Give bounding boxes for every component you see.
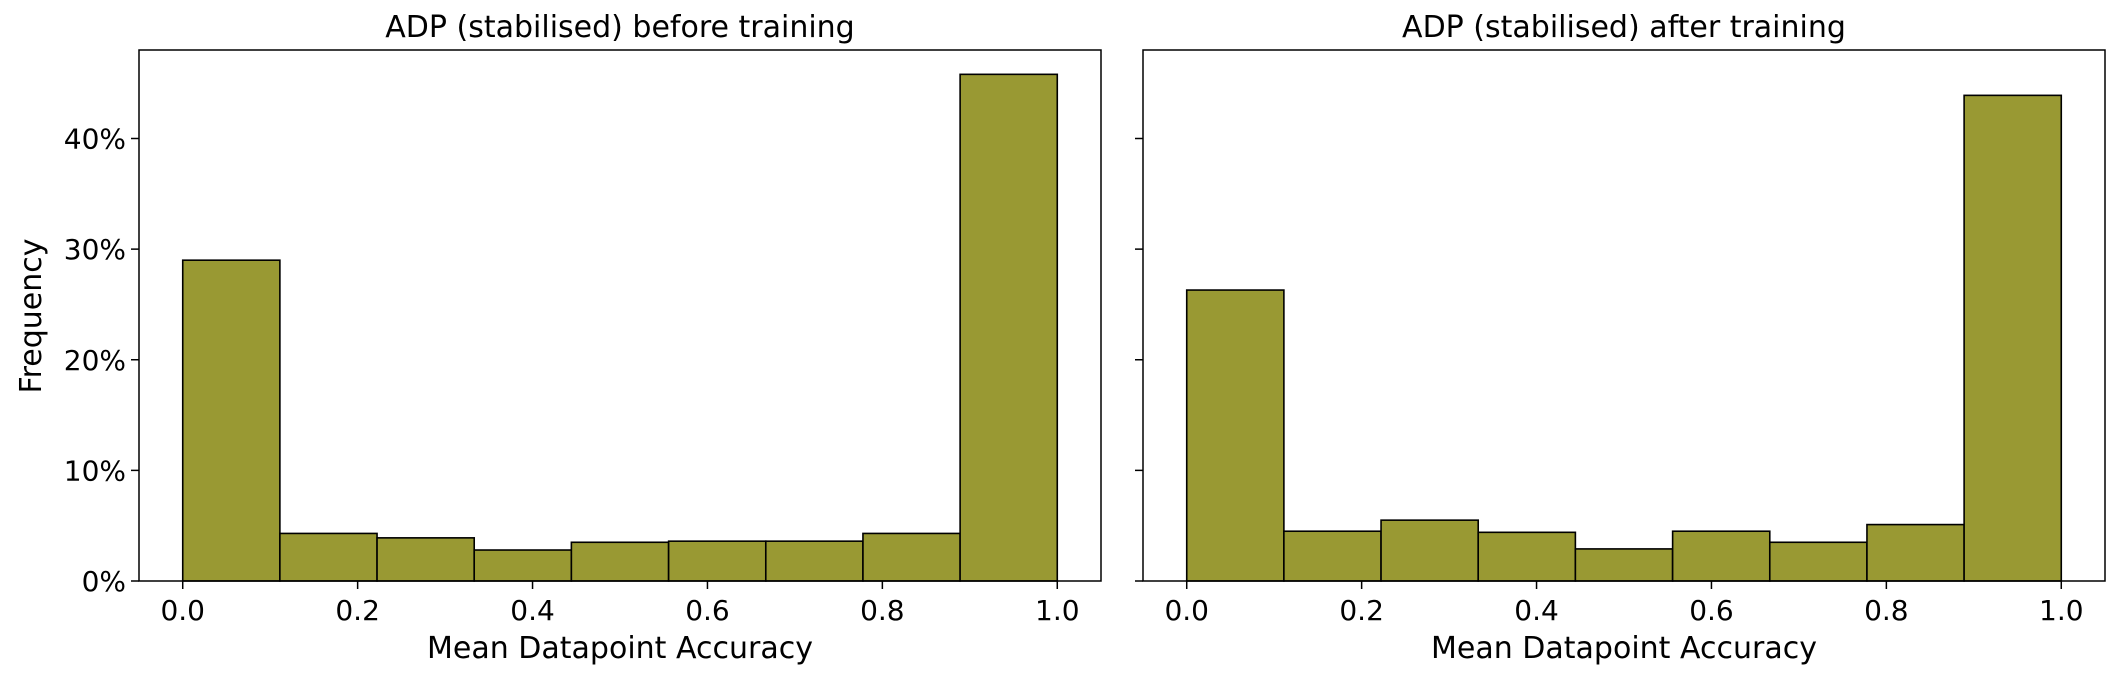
x-tick-label: 1.0 [2039, 594, 2084, 627]
histogram-bar [1283, 530, 1382, 582]
y-axis-ticks [1135, 137, 1143, 582]
histogram-bar [473, 549, 573, 582]
y-tick-label: 20% [64, 344, 126, 377]
x-tick-label: 0.8 [1864, 594, 1909, 627]
x-tick-label: 0.2 [1339, 594, 1384, 627]
x-axis-label: Mean Datapoint Accuracy [1431, 631, 1817, 666]
x-axis-ticks: 0.0 0.2 0.4 0.6 0.8 1.0 [160, 581, 1080, 627]
x-tick-label: 0.2 [335, 594, 380, 627]
x-tick-label: 1.0 [1035, 594, 1080, 627]
histogram-panel-before-training: ADP (stabilised) before training 0.0 0.2 0… [14, 10, 1102, 666]
y-tick-label: 30% [64, 233, 126, 266]
x-tick-label: 0.4 [510, 594, 555, 627]
bars-group [181, 73, 1059, 582]
histogram-bar [181, 259, 281, 582]
y-tick-label: 0% [82, 565, 126, 598]
histogram-bar [1963, 94, 2063, 582]
x-tick-label: 0.8 [860, 594, 905, 627]
histogram-bar [570, 541, 670, 582]
y-tick-label: 40% [64, 123, 126, 156]
histogram-bar [1866, 523, 1965, 582]
histogram-bar [959, 73, 1059, 582]
histogram-bar [1380, 519, 1480, 582]
histogram-bar [667, 540, 767, 582]
histogram-bar [1671, 530, 1771, 582]
chart-title: ADP (stabilised) after training [1402, 10, 1846, 45]
y-tick-label: 10% [64, 454, 126, 487]
x-axis-label: Mean Datapoint Accuracy [427, 631, 813, 666]
bars-group [1185, 94, 2063, 582]
histogram-bar [862, 532, 961, 582]
x-tick-label: 0.6 [685, 594, 730, 627]
x-tick-label: 0.4 [1514, 594, 1559, 627]
histogram-bar [279, 532, 378, 582]
chart-title: ADP (stabilised) before training [385, 10, 854, 45]
y-axis-label: Frequency [14, 239, 49, 394]
histogram-bar [1768, 541, 1868, 582]
x-axis-ticks: 0.0 0.2 0.4 0.6 0.8 1.0 [1164, 581, 2084, 627]
x-tick-label: 0.0 [1164, 594, 1209, 627]
histogram-bar [1185, 289, 1285, 582]
histogram-bar [764, 540, 864, 582]
plot-frame [138, 49, 1102, 582]
x-tick-label: 0.6 [1689, 594, 1734, 627]
histogram-bar [376, 537, 476, 582]
histogram-panel-after-training: ADP (stabilised) after training 0.0 0.2 0.… [1135, 10, 2106, 666]
histogram-bar [1574, 548, 1674, 582]
y-axis-ticks: 0% 10% 20% 30% 40% [64, 123, 139, 598]
x-tick-label: 0.0 [160, 594, 205, 627]
histogram-bar [1477, 531, 1577, 582]
plot-frame [1142, 49, 2106, 582]
